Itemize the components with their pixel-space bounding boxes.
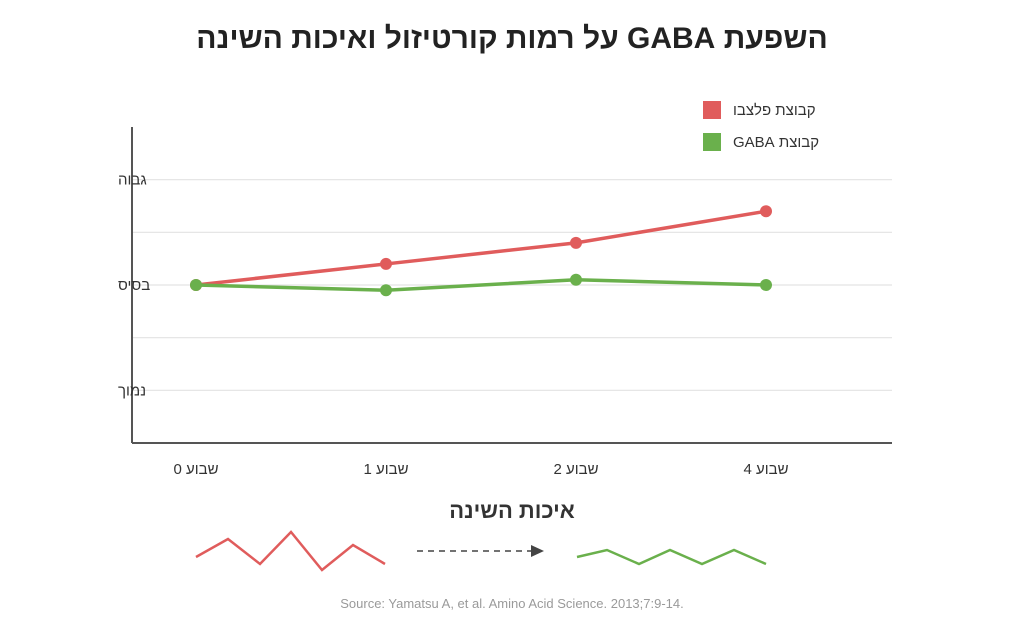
x-tick-label: שבוע 2 — [553, 461, 598, 478]
x-tick-label: שבוע 0 — [173, 461, 218, 478]
legend-item-placebo: קבוצת פלצבו — [703, 100, 816, 120]
data-point-1 — [760, 279, 772, 291]
chart-title: השפעת GABA על רמות קורטיזול ואיכות השינה — [196, 22, 828, 55]
x-tick-label: שבוע 1 — [363, 461, 408, 478]
data-point-0 — [760, 205, 772, 218]
legend-label-gaba: קבוצת GABA — [733, 133, 820, 151]
x-tick-label: שבוע 4 — [743, 461, 788, 478]
placebo-sleep-wave — [195, 530, 386, 572]
sleep-quality-title: איכות השינה — [449, 498, 575, 523]
data-point-0 — [570, 236, 582, 249]
gaba-sleep-wave — [576, 548, 767, 566]
source-citation: Source: Yamatsu A, et al. Amino Acid Sci… — [340, 596, 684, 611]
transition-arrow-head — [531, 545, 544, 557]
legend-swatch-gaba — [703, 133, 721, 151]
data-point-0 — [380, 257, 392, 270]
series-line-1 — [194, 277, 768, 293]
data-point-1 — [570, 273, 582, 286]
data-point-1 — [380, 284, 392, 297]
legend-label-placebo: קבוצת פלצבו — [733, 101, 816, 119]
y-tick-label: גבוה — [118, 172, 147, 189]
series-line-0 — [194, 209, 768, 287]
legend-swatch-placebo — [703, 101, 721, 119]
y-tick-label: בסיס — [118, 277, 150, 294]
legend-item-gaba: קבוצת GABA — [703, 132, 819, 152]
data-point-1 — [190, 279, 202, 291]
y-tick-label: נמוך — [118, 382, 146, 399]
